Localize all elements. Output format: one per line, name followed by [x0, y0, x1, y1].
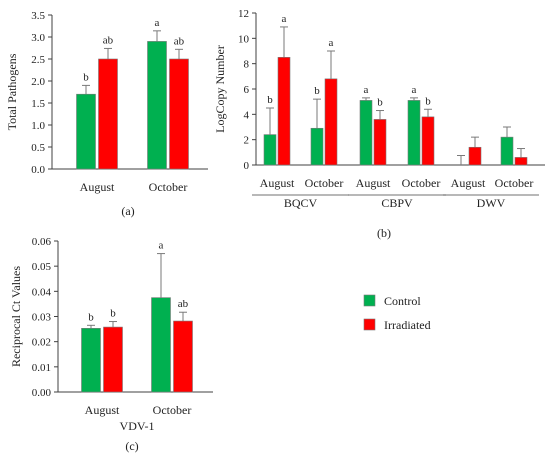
bar-b-5-irradiated: [514, 157, 528, 166]
y-tick-label: 2.5: [31, 54, 45, 66]
y-tick-label: 1.5: [31, 98, 45, 110]
significance-label: ab: [174, 35, 185, 47]
bar-b-4-irradiated: [468, 146, 482, 166]
bar-a-0-control: [76, 93, 96, 170]
bar-b-5-control: [500, 136, 514, 166]
significance-label: b: [110, 308, 116, 320]
y-tick-label: 0: [244, 160, 250, 172]
bar-a-1-irradiated: [169, 58, 189, 170]
y-tick-label: 0.00: [32, 387, 52, 399]
bar-c-0-irradiated: [103, 326, 123, 393]
legend-label-control: Control: [384, 294, 421, 308]
y-tick-label: 0.5: [31, 142, 45, 154]
significance-label: a: [155, 17, 160, 29]
category-label: October: [149, 180, 188, 194]
category-label: August: [85, 403, 120, 417]
bar-c-0-control: [81, 328, 101, 393]
y-tick-label: 10: [238, 33, 250, 45]
y-tick-label: 0.05: [32, 261, 52, 273]
y-tick-label: 8: [244, 59, 250, 71]
category-label: October: [305, 176, 344, 190]
y-axis-label: LogCopy Number: [213, 45, 227, 133]
y-tick-label: 4: [244, 109, 250, 121]
category-label: October: [402, 176, 441, 190]
bar-b-3-irradiated: [421, 116, 435, 166]
bar-b-0-irradiated: [277, 57, 291, 166]
y-tick-label: 12: [238, 8, 249, 20]
significance-label: a: [159, 240, 164, 252]
significance-label: ab: [178, 298, 189, 310]
bar-a-1-control: [147, 41, 167, 170]
category-label: August: [451, 176, 486, 190]
category-label: August: [80, 180, 115, 194]
significance-label: a: [364, 84, 369, 96]
legend-swatch-control: [363, 294, 376, 307]
y-tick-label: 2: [244, 135, 250, 147]
category-label: August: [260, 176, 295, 190]
panel-label: (a): [121, 204, 134, 218]
bar-b-1-irradiated: [324, 78, 338, 166]
category-label: October: [495, 176, 534, 190]
significance-label: b: [377, 97, 383, 109]
y-tick-label: 0.06: [32, 236, 52, 248]
panel-label: (c): [125, 439, 138, 453]
significance-label: a: [412, 84, 417, 96]
y-tick-label: 0.01: [32, 362, 51, 374]
bar-c-1-irradiated: [173, 320, 193, 393]
y-tick-label: 2.0: [31, 76, 45, 88]
significance-label: b: [267, 94, 273, 106]
significance-label: ab: [103, 34, 114, 46]
virus-group-label: BQCV: [284, 196, 318, 210]
significance-label: b: [314, 85, 320, 97]
significance-label: b: [83, 71, 89, 83]
bar-c-1-control: [151, 297, 171, 393]
y-tick-label: 0.02: [32, 337, 51, 349]
virus-group-label: CBPV: [381, 196, 413, 210]
virus-group-label: DWV: [477, 196, 506, 210]
bar-b-0-control: [263, 134, 277, 166]
significance-label: b: [425, 95, 431, 107]
y-tick-label: 0.04: [32, 286, 52, 298]
bar-b-3-control: [407, 100, 421, 166]
y-tick-label: 6: [244, 84, 250, 96]
bar-b-2-irradiated: [373, 119, 387, 166]
bar-b-1-control: [310, 127, 324, 166]
category-label: October: [153, 403, 192, 417]
bar-a-0-irradiated: [98, 58, 118, 170]
y-tick-label: 3.5: [31, 10, 45, 22]
y-tick-label: 3.0: [31, 32, 45, 44]
y-axis-label: Total Pathogens: [5, 53, 19, 130]
y-tick-label: 1.0: [31, 120, 45, 132]
significance-label: a: [282, 13, 287, 25]
legend-label-irradiated: Irradiated: [384, 318, 431, 332]
bar-b-2-control: [359, 100, 373, 166]
group-label: VDV-1: [120, 419, 155, 433]
y-axis-label: Reciprocal Ct Values: [9, 266, 23, 367]
y-tick-label: 0.0: [31, 164, 45, 176]
category-label: August: [356, 176, 391, 190]
y-tick-label: 0.03: [32, 312, 52, 324]
significance-label: b: [88, 311, 94, 323]
significance-label: a: [329, 37, 334, 49]
legend-swatch-irradiated: [363, 318, 376, 331]
panel-label: (b): [377, 226, 391, 240]
